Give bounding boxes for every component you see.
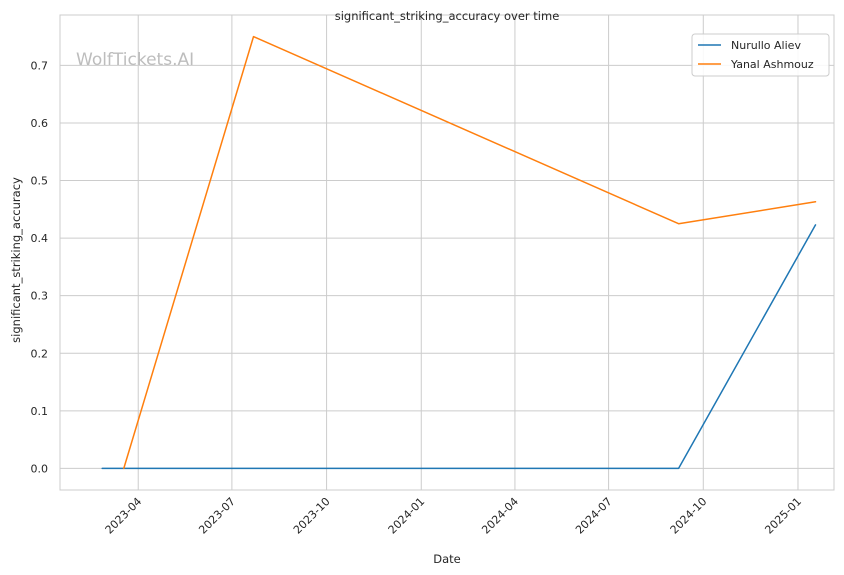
watermark: WolfTickets.AI	[76, 50, 194, 70]
y-tick-label: 0.6	[31, 117, 49, 130]
plot-area-frame	[59, 14, 835, 491]
y-tick-label: 0.4	[31, 232, 49, 245]
series-line-1	[123, 35, 817, 470]
y-tick-label: 0.1	[31, 405, 49, 418]
x-axis-label: Date	[433, 552, 461, 566]
legend-label-1: Yanal Ashmouz	[730, 58, 814, 71]
legend-box	[691, 33, 830, 77]
series-line-0	[101, 224, 817, 470]
chart-title: significant_striking_accuracy over time	[335, 9, 560, 23]
y-tick-labels: 0.0 0.1 0.2 0.3 0.4 0.5 0.6 0.7	[31, 59, 49, 475]
y-tick-label: 0.3	[31, 290, 49, 303]
series-lines	[101, 35, 817, 470]
grid	[60, 15, 834, 490]
legend: Nurullo Aliev Yanal Ashmouz	[691, 33, 830, 77]
y-tick-label: 0.5	[31, 175, 49, 188]
y-tick-label: 0.7	[31, 59, 49, 72]
y-tick-label: 0.0	[31, 462, 49, 475]
y-axis-label: significant_striking_accuracy	[9, 177, 23, 343]
y-tick-label: 0.2	[31, 347, 49, 360]
legend-label-0: Nurullo Aliev	[731, 39, 801, 52]
